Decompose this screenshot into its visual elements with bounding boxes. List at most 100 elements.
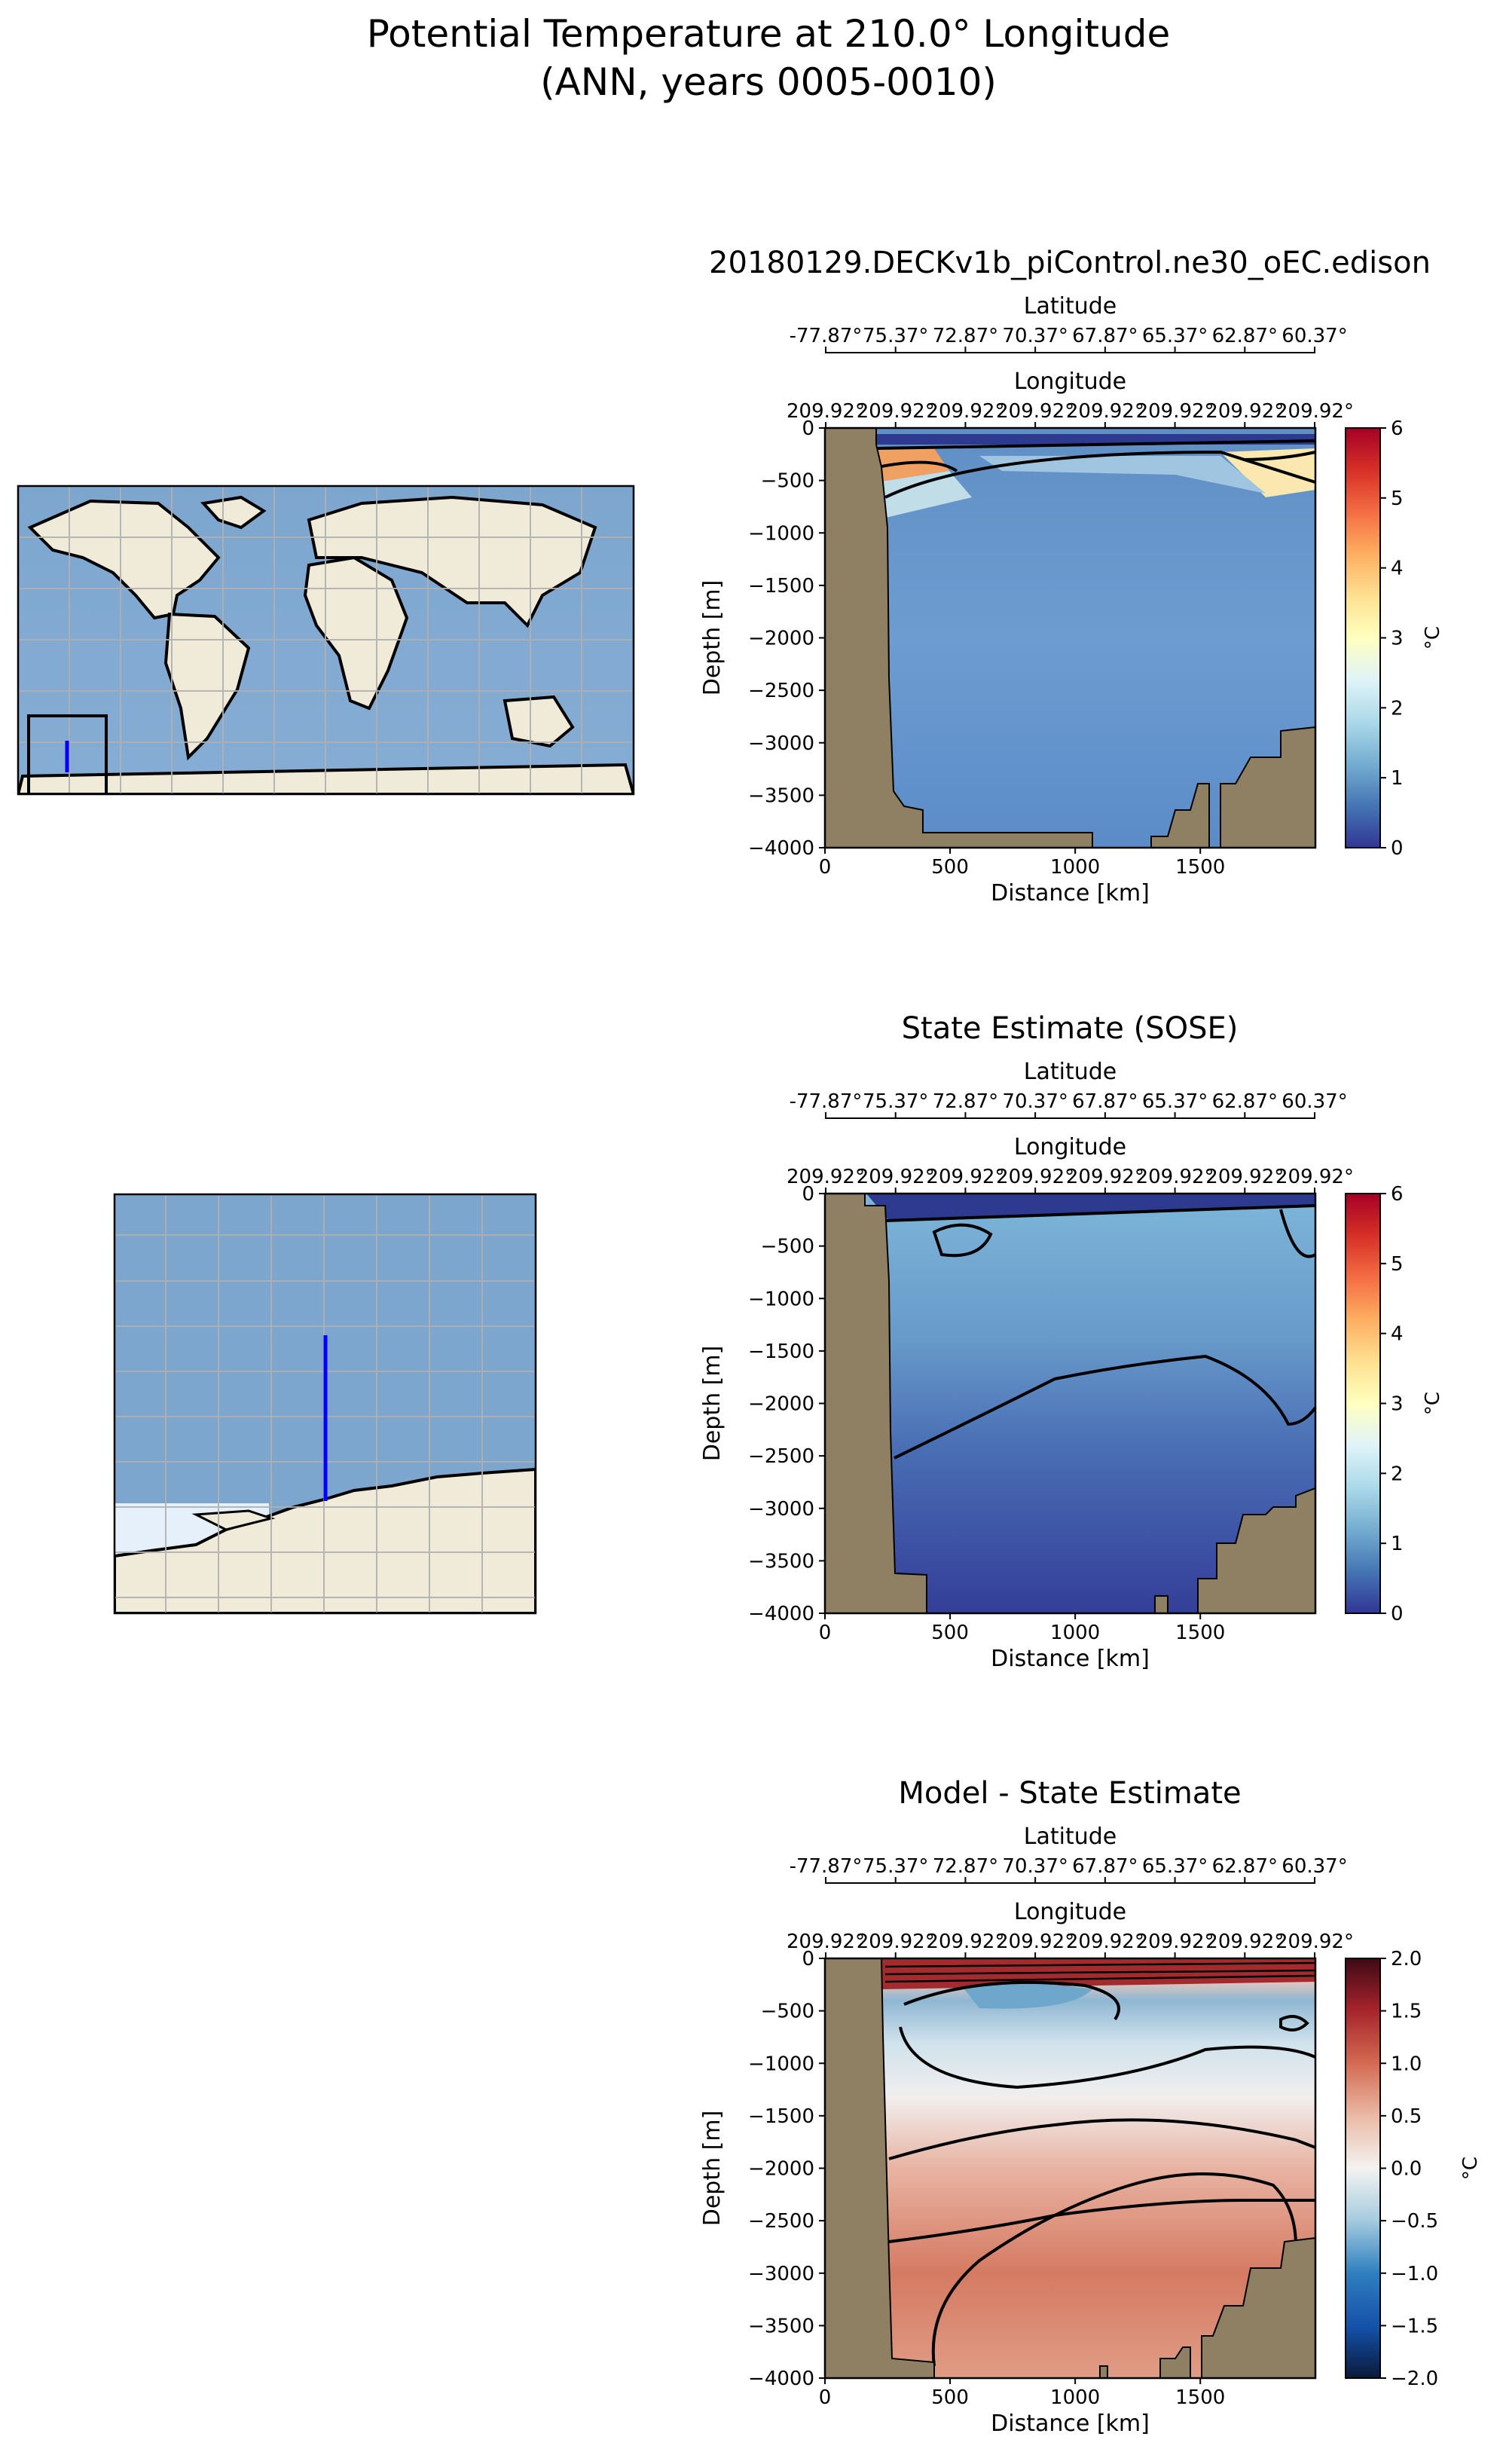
lon-tick-label: 209.92° xyxy=(1275,1931,1354,1953)
y-tick-label: −2500 xyxy=(748,2210,814,2233)
y-tick-label: −500 xyxy=(761,470,814,493)
y-tick-label: 0 xyxy=(802,1183,814,1206)
lat-axis-label: Latitude xyxy=(1024,1824,1117,1850)
lon-tick-label: 209.92° xyxy=(787,400,865,423)
lat-tick-label: 65.37° xyxy=(1142,325,1208,347)
y-tick-label: 0 xyxy=(802,1948,814,1970)
panel-model: 20180129.DECKv1b_piControl.ne30_oEC.edis… xyxy=(709,246,1431,849)
lon-tick-label: 209.92° xyxy=(857,1931,935,1953)
y-tick-label: −2000 xyxy=(748,628,814,650)
antarctic-sector-map-icon xyxy=(115,1467,536,1613)
lat-tick-label: -77.87° xyxy=(790,1855,863,1878)
lat-tick-label: 65.37° xyxy=(1142,1855,1208,1878)
y-tick-label: −3500 xyxy=(748,2315,814,2337)
seafloor xyxy=(824,1958,1316,2379)
lat-tick-label: 67.87° xyxy=(1072,1090,1138,1113)
colorbar-tick-label: 1 xyxy=(1391,767,1404,790)
colorbar-tick-label: 6 xyxy=(1391,1183,1404,1206)
colorbar-tick-label: 2 xyxy=(1391,1463,1404,1485)
lon-tick-label: 209.92° xyxy=(1205,1166,1284,1188)
colorbar-tick-label: 0 xyxy=(1391,1603,1404,1625)
lon-tick-label: 209.92° xyxy=(1136,1931,1214,1953)
colorbar xyxy=(1345,1193,1381,1614)
lon-axis-label: Longitude xyxy=(1014,1134,1126,1160)
figure-title: Potential Temperature at 210.0° Longitud… xyxy=(367,12,1170,56)
lon-tick-label: 209.92° xyxy=(996,1931,1074,1953)
colorbar-tick-label: 6 xyxy=(1391,417,1404,440)
lat-tick-label: 60.37° xyxy=(1282,1090,1347,1113)
y-tick-label: −2500 xyxy=(748,680,814,702)
colorbar-tick-label: 0.0 xyxy=(1391,2158,1422,2181)
y-tick-label: −1500 xyxy=(748,575,814,598)
lon-tick-label: 209.92° xyxy=(926,1166,1004,1188)
lat-tick-label: 75.37° xyxy=(863,1855,928,1878)
lon-tick-label: 209.92° xyxy=(1066,1166,1144,1188)
y-tick-label: −1000 xyxy=(748,2053,814,2075)
colorbar-tick-label: 5 xyxy=(1391,1253,1404,1276)
lon-tick-label: 209.92° xyxy=(857,1166,935,1188)
lon-tick-label: 209.92° xyxy=(926,400,1004,423)
panel-title: State Estimate (SOSE) xyxy=(902,1011,1239,1046)
lat-tick-label: 67.87° xyxy=(1072,325,1138,347)
colorbar-tick-label: 2.0 xyxy=(1391,1948,1422,1970)
y-tick-label: −500 xyxy=(761,1236,814,1258)
y-tick-label: −4000 xyxy=(748,837,814,860)
x-tick-label: 500 xyxy=(931,1622,969,1644)
y-axis-label: Depth [m] xyxy=(699,1346,726,1462)
lon-tick-label: 209.92° xyxy=(787,1166,865,1188)
colorbar-tick-label: 0 xyxy=(1391,837,1404,860)
x-tick-label: 0 xyxy=(819,856,832,879)
colorbar xyxy=(1345,1958,1381,2379)
y-axis-label: Depth [m] xyxy=(699,2111,726,2227)
lon-tick-label: 209.92° xyxy=(1275,1166,1354,1188)
lat-tick-label: 70.37° xyxy=(1002,1855,1068,1878)
lat-tick-label: -77.87° xyxy=(790,1090,863,1113)
lon-tick-label: 209.92° xyxy=(1066,400,1144,423)
lon-tick-label: 209.92° xyxy=(926,1931,1004,1953)
regional-map xyxy=(113,1193,537,1615)
lat-axis-label: Latitude xyxy=(1024,1059,1117,1085)
colorbar-tick-label: 1.5 xyxy=(1391,2001,1422,2023)
y-tick-label: −3000 xyxy=(748,2263,814,2285)
colorbar-label: °C xyxy=(1459,2157,1482,2180)
lat-tick-label: 70.37° xyxy=(1002,1090,1068,1113)
colorbar xyxy=(1345,427,1381,848)
colorbar-tick-label: −2.0 xyxy=(1391,2368,1438,2390)
x-tick-label: 1000 xyxy=(1050,1622,1100,1644)
lon-tick-label: 209.92° xyxy=(857,400,935,423)
colorbar-tick-label: 4 xyxy=(1391,558,1404,580)
lat-tick-label: 70.37° xyxy=(1002,325,1068,347)
lat-tick-label: 67.87° xyxy=(1072,1855,1138,1878)
lat-tick-label: 75.37° xyxy=(863,325,928,347)
colorbar-tick-label: 1 xyxy=(1391,1533,1404,1555)
x-axis-label: Distance [km] xyxy=(991,1646,1150,1672)
y-tick-label: −1500 xyxy=(748,2105,814,2128)
lat-tick-label: 72.87° xyxy=(933,1090,998,1113)
colorbar-tick-label: 1.0 xyxy=(1391,2053,1422,2075)
lat-tick-label: 65.37° xyxy=(1142,1090,1208,1113)
lon-tick-label: 209.92° xyxy=(787,1931,865,1953)
lat-tick-label: 75.37° xyxy=(863,1090,928,1113)
y-tick-label: −4000 xyxy=(748,1603,814,1625)
lon-tick-label: 209.92° xyxy=(1136,1166,1214,1188)
y-tick-label: −500 xyxy=(761,2001,814,2023)
lon-axis-label: Longitude xyxy=(1014,368,1126,395)
lon-axis-label: Longitude xyxy=(1014,1899,1126,1925)
lat-tick-label: 62.87° xyxy=(1212,1855,1278,1878)
lon-tick-label: 209.92° xyxy=(1136,400,1214,423)
region-box xyxy=(27,714,108,794)
panel-sose: State Estimate (SOSE) xyxy=(823,1011,1381,1615)
y-tick-label: −1000 xyxy=(748,1288,814,1310)
colorbar-tick-label: 4 xyxy=(1391,1323,1404,1346)
y-tick-label: −1000 xyxy=(748,522,814,545)
x-tick-label: 1000 xyxy=(1050,2386,1100,2409)
y-tick-label: −1500 xyxy=(748,1341,814,1363)
lon-tick-label: 209.92° xyxy=(1205,1931,1284,1953)
x-tick-label: 1500 xyxy=(1175,1622,1225,1644)
lat-tick-label: 72.87° xyxy=(933,325,998,347)
y-tick-label: −3000 xyxy=(748,732,814,755)
x-axis-label: Distance [km] xyxy=(991,880,1150,906)
colorbar-tick-label: 3 xyxy=(1391,1393,1404,1416)
